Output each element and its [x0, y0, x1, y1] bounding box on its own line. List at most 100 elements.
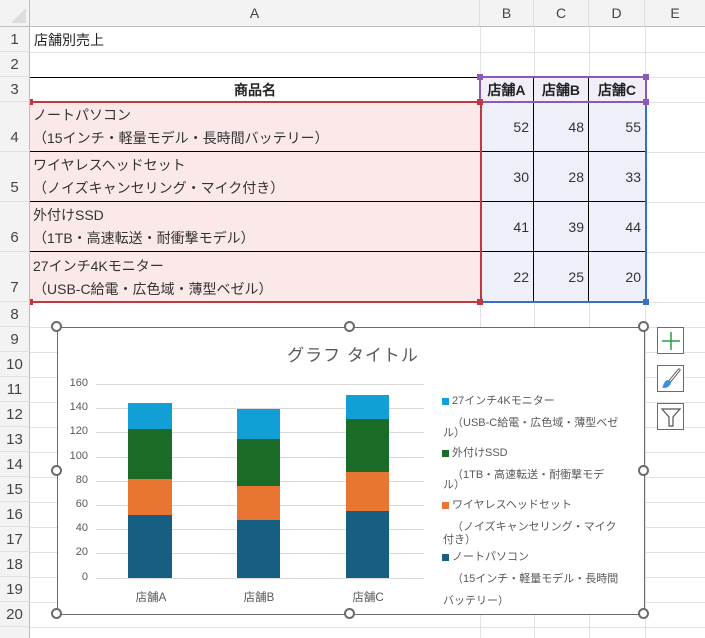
value-cell-d7[interactable]: 20 — [589, 252, 645, 302]
chart-filters-button[interactable] — [657, 403, 684, 430]
row-header-8[interactable]: 8 — [0, 302, 30, 327]
chart-resize-handle-top-left[interactable] — [51, 321, 62, 332]
chart-resize-handle-bottom[interactable] — [344, 608, 355, 619]
product-detail: （ノイズキャンセリング・マイク付き） — [33, 179, 285, 196]
header-store-a[interactable]: 店舗A — [480, 77, 534, 102]
bar-segment-headset-store-b[interactable] — [237, 486, 280, 520]
bar-segment-ssd-store-a[interactable] — [128, 429, 172, 479]
row-header-11[interactable]: 11 — [0, 377, 30, 402]
gridline — [645, 202, 705, 203]
y-tick-label: 80 — [75, 474, 88, 486]
select-all-corner[interactable] — [0, 0, 30, 27]
column-header-e[interactable]: E — [645, 0, 705, 27]
chart-elements-button[interactable] — [657, 327, 684, 354]
chart-resize-handle-top[interactable] — [344, 321, 355, 332]
value-cell-b6[interactable]: 41 — [480, 202, 534, 252]
value-cell-d4[interactable]: 55 — [589, 102, 645, 152]
bar-segment-monitor-store-b[interactable] — [237, 409, 280, 439]
plot-area[interactable] — [96, 384, 424, 580]
header-product-name[interactable]: 商品名 — [30, 77, 480, 102]
legend-entry-ssd[interactable]: 外付けSSD （1TB・高速転送・耐衝撃モデ ル） — [442, 442, 642, 494]
value-cell-c6[interactable]: 39 — [534, 202, 589, 252]
row-header-10[interactable]: 10 — [0, 352, 30, 377]
value-cell-c4[interactable]: 48 — [534, 102, 589, 152]
legend-label-cont: （ノイズキャンセリング・マイク — [452, 521, 617, 533]
product-cell-headset[interactable]: ワイヤレスヘッドセット （ノイズキャンセリング・マイク付き） — [30, 152, 480, 202]
row-header-1[interactable]: 1 — [0, 27, 30, 52]
row-header-15[interactable]: 15 — [0, 477, 30, 502]
bar-segment-monitor-store-c[interactable] — [346, 395, 389, 419]
value-cell-c5[interactable]: 28 — [534, 152, 589, 202]
x-category-label: 店舗C — [352, 592, 384, 604]
value-cell-b5[interactable]: 30 — [480, 152, 534, 202]
chart-styles-button[interactable] — [657, 365, 684, 392]
column-header-a[interactable]: A — [30, 0, 480, 27]
product-cell-monitor[interactable]: 27インチ4Kモニター （USB-C給電・広色域・薄型ベゼル） — [30, 252, 480, 302]
row-header-4[interactable]: 4 — [0, 102, 30, 152]
y-tick-label: 160 — [69, 377, 88, 389]
value-cell-b7[interactable]: 22 — [480, 252, 534, 302]
range-handle[interactable] — [30, 299, 33, 305]
bar-segment-monitor-store-a[interactable] — [128, 403, 172, 429]
product-name: 27インチ4Kモニター — [33, 257, 164, 274]
row-header-16[interactable]: 16 — [0, 502, 30, 527]
row-header-21[interactable] — [0, 627, 30, 638]
bar-segment-laptop-store-a[interactable] — [128, 515, 172, 578]
row-header-9[interactable]: 9 — [0, 327, 30, 352]
row-header-13[interactable]: 13 — [0, 427, 30, 452]
chart-resize-handle-bottom-left[interactable] — [51, 608, 62, 619]
chart-resize-handle-left[interactable] — [51, 465, 62, 476]
row-header-14[interactable]: 14 — [0, 452, 30, 477]
legend-swatch — [442, 397, 449, 405]
range-handle[interactable] — [643, 299, 649, 305]
chart-resize-handle-top-right[interactable] — [638, 321, 649, 332]
cell-a1-title[interactable]: 店舗別売上 — [34, 31, 104, 48]
bar-segment-ssd-store-c[interactable] — [346, 419, 389, 472]
chart-legend[interactable]: 27インチ4Kモニター （USB-C給電・広色域・薄型ベゼ ル） 外付けSSD … — [442, 390, 642, 612]
header-store-c[interactable]: 店舗C — [589, 77, 645, 102]
range-handle[interactable] — [643, 74, 649, 80]
row-header-20[interactable]: 20 — [0, 602, 30, 627]
legend-entry-headset[interactable]: ワイヤレスヘッドセット （ノイズキャンセリング・マイク 付き） — [442, 494, 642, 546]
column-header-c[interactable]: C — [534, 0, 589, 27]
range-handle[interactable] — [643, 99, 649, 105]
legend-label: 外付けSSD — [452, 447, 508, 459]
row-header-6[interactable]: 6 — [0, 202, 30, 252]
value-cell-d5[interactable]: 33 — [589, 152, 645, 202]
row-header-7[interactable]: 7 — [0, 252, 30, 302]
bar-segment-ssd-store-b[interactable] — [237, 439, 280, 486]
range-handle[interactable] — [477, 299, 483, 305]
y-tick-label: 40 — [75, 522, 88, 534]
chart-resize-handle-bottom-right[interactable] — [638, 608, 649, 619]
product-cell-ssd[interactable]: 外付けSSD （1TB・高速転送・耐衝撃モデル） — [30, 202, 480, 252]
bar-segment-headset-store-a[interactable] — [128, 479, 172, 515]
column-header-b[interactable]: B — [480, 0, 534, 27]
legend-label-cont: ル） — [443, 479, 465, 491]
row-header-17[interactable]: 17 — [0, 527, 30, 552]
legend-entry-monitor[interactable]: 27インチ4Kモニター （USB-C給電・広色域・薄型ベゼ ル） — [442, 390, 642, 442]
row-header-5[interactable]: 5 — [0, 152, 30, 202]
legend-entry-laptop[interactable]: ノートパソコン （15インチ・軽量モデル・長時間 バッテリー） — [442, 546, 642, 612]
header-store-b[interactable]: 店舗B — [534, 77, 589, 102]
chart-title[interactable]: グラフ タイトル — [287, 346, 419, 365]
gridline — [645, 102, 705, 103]
column-header-d[interactable]: D — [589, 0, 645, 27]
row-header-12[interactable]: 12 — [0, 402, 30, 427]
row-header-18[interactable]: 18 — [0, 552, 30, 577]
chart-resize-handle-right[interactable] — [638, 465, 649, 476]
range-handle[interactable] — [477, 74, 483, 80]
value-cell-c7[interactable]: 25 — [534, 252, 589, 302]
row-header-19[interactable]: 19 — [0, 577, 30, 602]
range-handle[interactable] — [477, 99, 483, 105]
value-cell-d6[interactable]: 44 — [589, 202, 645, 252]
product-cell-laptop[interactable]: ノートパソコン （15インチ・軽量モデル・長時間バッテリー） — [30, 102, 480, 152]
bar-segment-laptop-store-b[interactable] — [237, 520, 280, 578]
bar-segment-laptop-store-c[interactable] — [346, 511, 389, 578]
row-header-2[interactable]: 2 — [0, 52, 30, 77]
range-handle[interactable] — [30, 99, 33, 105]
row-header-3[interactable]: 3 — [0, 77, 30, 102]
chart-area[interactable]: グラフ タイトル 160 140 120 100 80 60 40 20 — [57, 327, 645, 615]
value-cell-b4[interactable]: 52 — [480, 102, 534, 152]
legend-swatch — [442, 553, 449, 561]
bar-segment-headset-store-c[interactable] — [346, 472, 389, 511]
